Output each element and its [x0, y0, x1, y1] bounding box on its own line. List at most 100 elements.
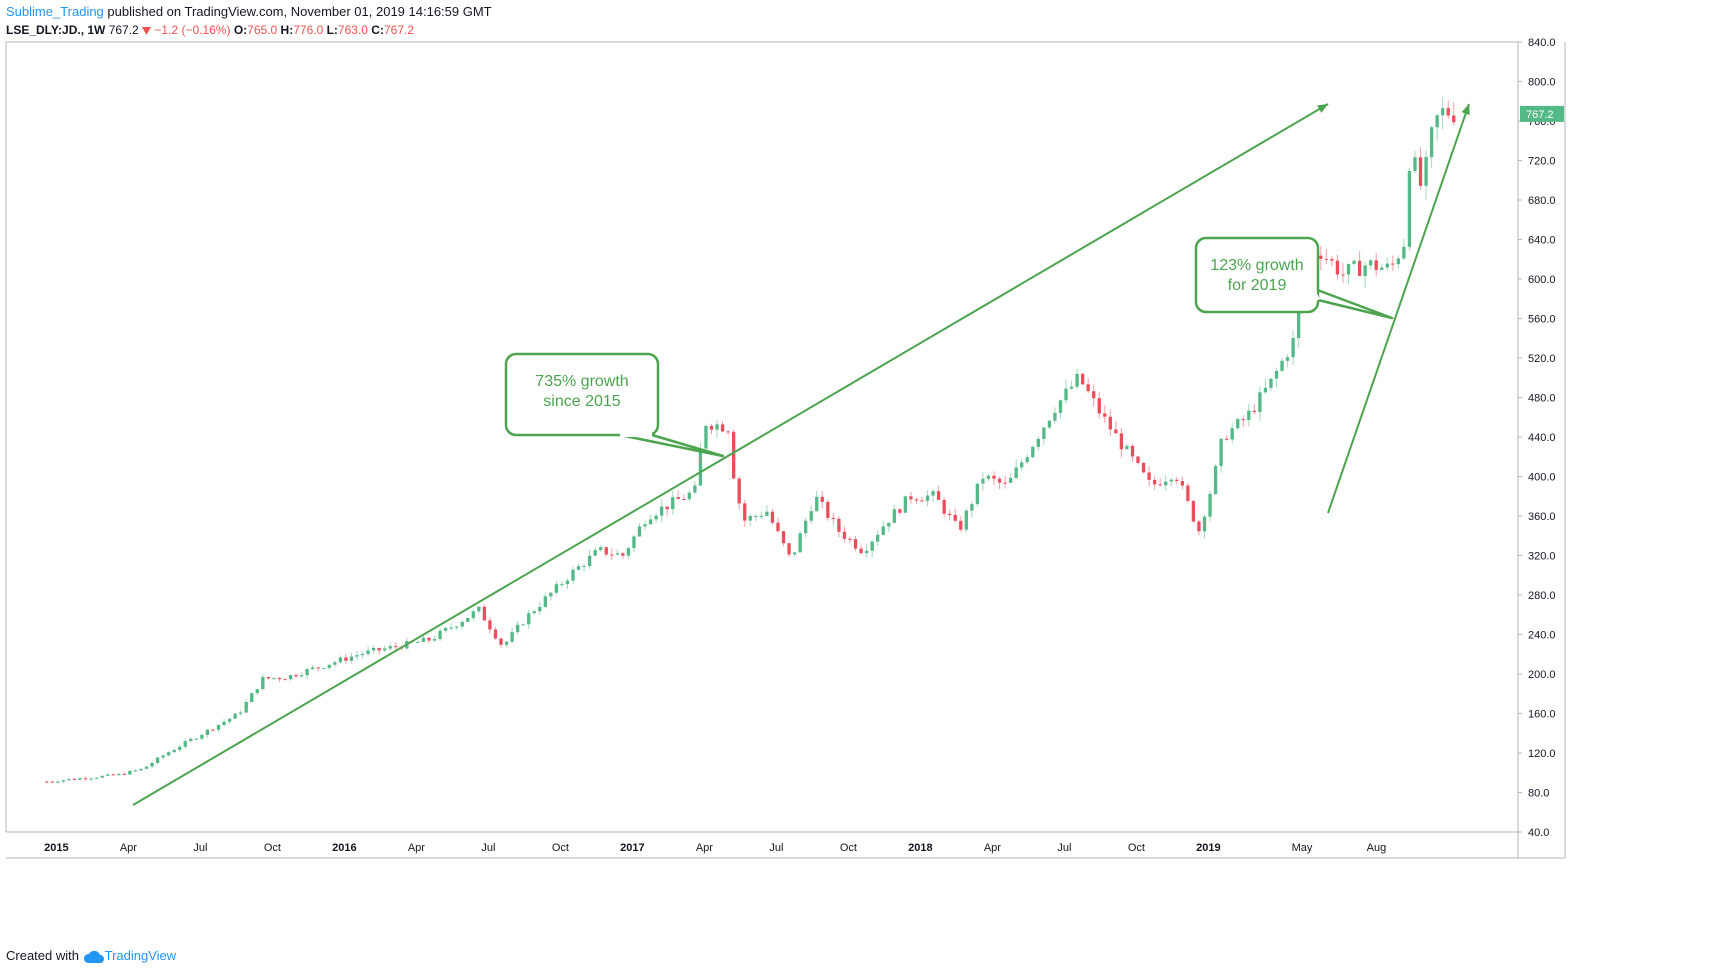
legend-line: LSE_DLY:JD., 1W 767.2 −1.2 (−0.16%) O:76… — [6, 22, 414, 38]
y-tick-label: 160.0 — [1528, 709, 1556, 721]
candle-down — [122, 773, 127, 775]
candle-up — [1047, 420, 1052, 428]
candle-down — [1103, 413, 1107, 417]
y-tick-label: 720.0 — [1528, 156, 1556, 168]
candle-down — [1180, 480, 1184, 486]
candle-up — [466, 617, 470, 622]
y-tick-label: 120.0 — [1528, 748, 1556, 760]
candle-up — [183, 741, 187, 747]
candle-down — [1158, 484, 1162, 486]
candle-up — [1385, 263, 1389, 268]
candle-down — [1341, 274, 1345, 276]
footer: Created with TradingView — [6, 948, 176, 964]
x-tick-label: Apr — [120, 842, 137, 854]
x-tick-label: Apr — [696, 842, 713, 854]
y-tick-label: 440.0 — [1528, 432, 1556, 444]
candle-up — [1058, 400, 1063, 413]
last-price-tag-label: 767.2 — [1526, 109, 1554, 121]
candle-up — [1435, 115, 1439, 128]
open-label: O: — [233, 23, 248, 37]
candle-down — [909, 496, 913, 500]
candle-up — [715, 424, 719, 430]
candle-down — [831, 517, 836, 519]
candle-up — [1280, 360, 1284, 371]
candle-up — [205, 729, 210, 735]
candle-up — [510, 632, 514, 642]
candle-up — [1346, 263, 1351, 275]
y-tick-label: 400.0 — [1528, 472, 1556, 484]
y-tick-label: 40.0 — [1528, 827, 1549, 839]
x-tick-label: Jul — [1057, 842, 1071, 854]
candle-down — [1114, 429, 1118, 434]
candle-up — [1020, 462, 1024, 468]
candle-up — [748, 516, 752, 521]
candle-up — [870, 541, 874, 551]
candle-up — [139, 768, 143, 771]
candle-up — [986, 475, 991, 479]
candle-down — [1197, 521, 1201, 532]
candle-up — [654, 515, 658, 520]
publication-line: Sublime_Trading published on TradingView… — [6, 4, 492, 20]
candle-up — [1164, 481, 1168, 486]
candle-up — [1441, 108, 1445, 116]
high-label: H: — [280, 23, 294, 37]
candle-up — [61, 780, 66, 782]
candle-down — [72, 779, 77, 781]
candle-up — [549, 592, 553, 597]
chart-frame — [5, 41, 1566, 859]
candle-up — [438, 630, 442, 640]
candle-up — [67, 779, 71, 781]
candle-up — [698, 448, 703, 486]
candle-down — [709, 425, 714, 430]
candle-down — [731, 431, 736, 479]
candle-up — [244, 702, 248, 713]
candle-up — [1036, 438, 1040, 447]
time-axis[interactable]: 2015 Apr Jul Oct 2016 Apr Jul Oct 2017 Apr Jul Oct 2… — [44, 842, 1386, 854]
candle-down — [953, 514, 957, 521]
candle-up — [521, 624, 525, 626]
candle-down — [45, 781, 49, 783]
candle-up — [1369, 260, 1373, 266]
price-axis[interactable]: 840.0800.0760.0720.0680.0640.0600.0560.0… — [1518, 37, 1564, 839]
candle-up — [792, 552, 797, 555]
candle-down — [676, 497, 680, 500]
candle-up — [255, 689, 259, 694]
candle-down — [1086, 384, 1090, 392]
candle-down — [1003, 482, 1007, 484]
drawings-layer: 735% growth since 2015 123% growth for 2019 — [132, 103, 1470, 806]
candle-up — [538, 606, 542, 612]
candle-down — [1186, 485, 1190, 501]
candle-down — [1391, 263, 1395, 265]
callout-123-text: for 2019 — [1228, 277, 1287, 294]
candle-up — [1274, 370, 1279, 379]
candle-up — [172, 749, 176, 753]
x-tick-label: Jul — [193, 842, 207, 854]
candle-down — [427, 637, 431, 641]
candle-up — [1031, 446, 1035, 458]
candle-down — [499, 638, 503, 645]
tradingview-brand[interactable]: TradingView — [104, 948, 177, 963]
symbol-label[interactable]: LSE_DLY:JD., 1W — [6, 23, 106, 37]
candle-up — [1169, 479, 1173, 482]
candle-up — [615, 553, 619, 555]
candle-down — [726, 431, 730, 433]
x-tick-label: 2019 — [1196, 842, 1220, 854]
candle-down — [316, 667, 320, 669]
candle-down — [853, 539, 858, 549]
candle-up — [887, 522, 891, 527]
candles-layer — [45, 97, 1456, 784]
candle-up — [233, 713, 237, 719]
candle-down — [898, 509, 902, 513]
candle-down — [859, 548, 863, 554]
cloud-logo-icon — [83, 950, 104, 963]
author-link[interactable]: Sublime_Trading — [6, 4, 104, 19]
candle-up — [1230, 428, 1234, 440]
x-tick-label: May — [1292, 842, 1313, 854]
candle-down — [83, 778, 88, 780]
candle-up — [311, 667, 315, 670]
candle-up — [626, 548, 631, 556]
candle-up — [200, 734, 204, 739]
candle-up — [754, 515, 758, 517]
candle-down — [737, 478, 741, 504]
